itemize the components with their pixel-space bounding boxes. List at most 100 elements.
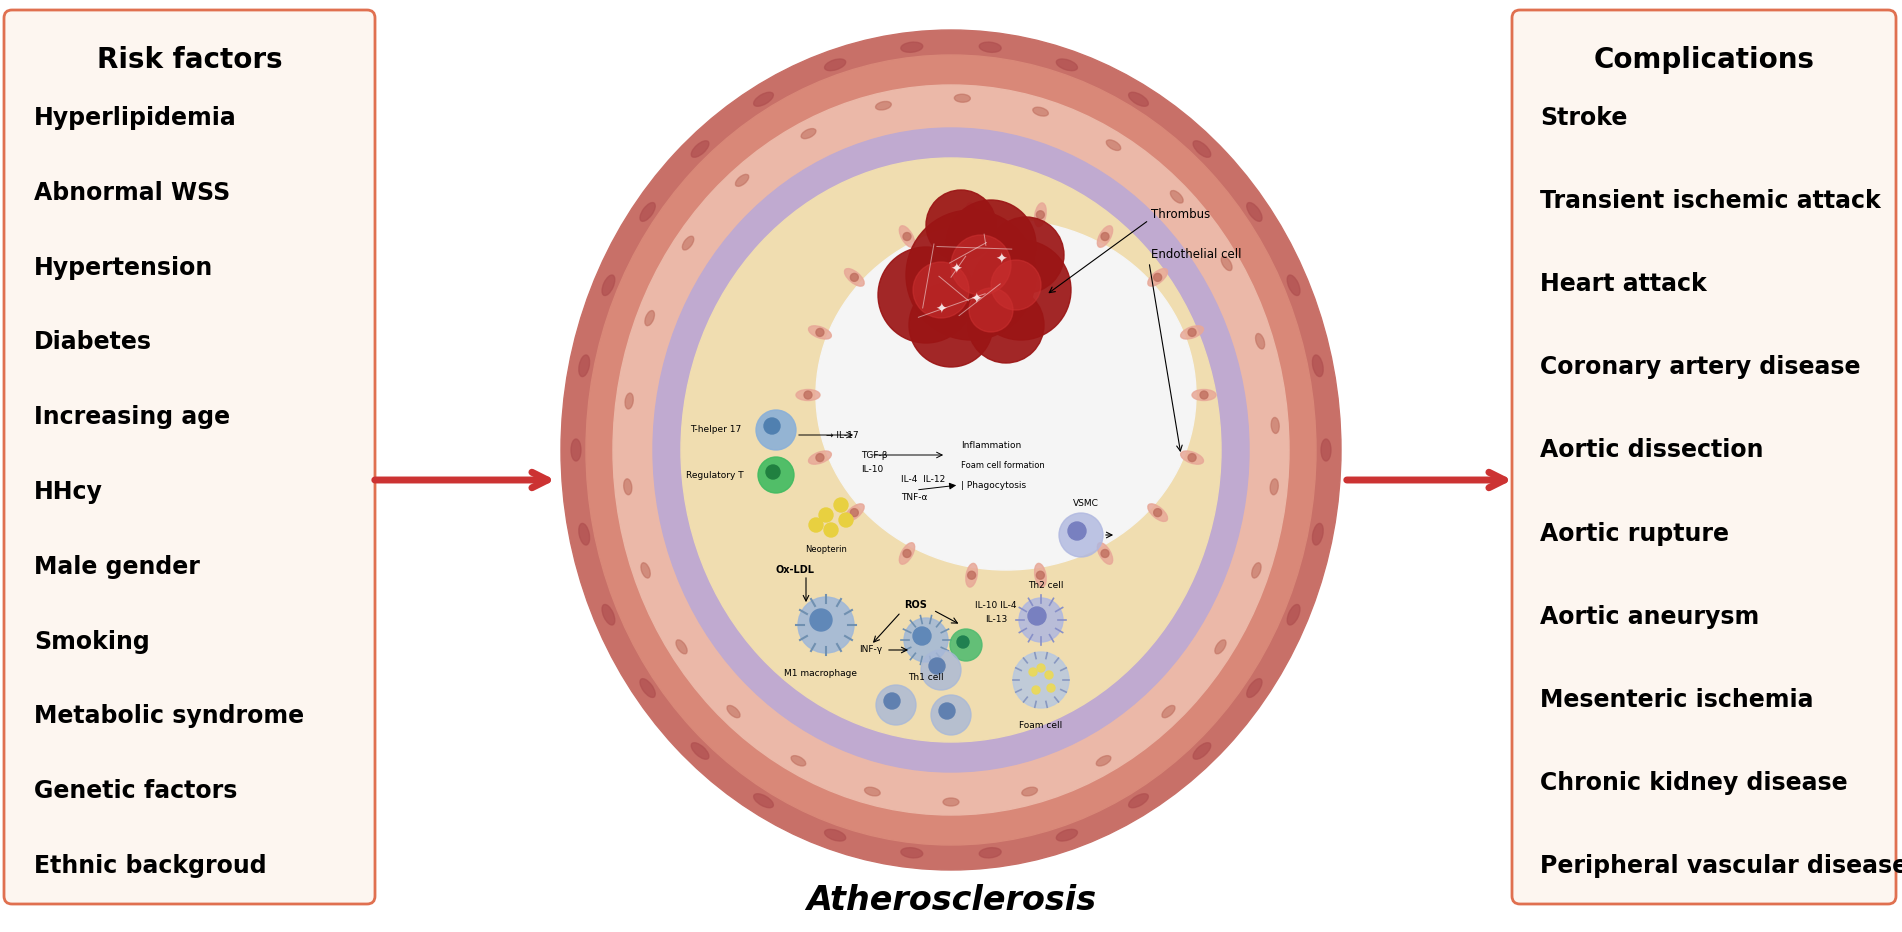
Ellipse shape <box>1312 355 1324 377</box>
Ellipse shape <box>675 640 687 654</box>
Ellipse shape <box>808 451 831 464</box>
Ellipse shape <box>980 848 1000 857</box>
Circle shape <box>759 457 793 493</box>
Text: Male gender: Male gender <box>34 555 200 579</box>
Ellipse shape <box>1128 92 1149 106</box>
Text: Peripheral vascular disease: Peripheral vascular disease <box>1541 854 1902 878</box>
Ellipse shape <box>1097 226 1113 247</box>
Ellipse shape <box>1147 268 1168 286</box>
Text: Aortic aneurysm: Aortic aneurysm <box>1541 605 1759 629</box>
Circle shape <box>1037 571 1044 579</box>
Ellipse shape <box>1181 326 1204 339</box>
Text: T-helper 17: T-helper 17 <box>690 426 742 434</box>
Ellipse shape <box>626 393 633 409</box>
Circle shape <box>945 200 1037 290</box>
Circle shape <box>884 693 900 709</box>
Text: Thrombus: Thrombus <box>1151 209 1210 222</box>
Text: Transient ischemic attack: Transient ischemic attack <box>1541 189 1881 213</box>
Text: Stroke: Stroke <box>1541 106 1628 130</box>
Circle shape <box>1155 273 1162 281</box>
Text: Foam cell: Foam cell <box>1019 720 1063 730</box>
Ellipse shape <box>791 756 806 766</box>
Circle shape <box>903 618 947 662</box>
Ellipse shape <box>1322 439 1331 461</box>
Text: IL-10: IL-10 <box>862 465 883 474</box>
Ellipse shape <box>578 355 590 377</box>
Circle shape <box>905 210 1037 340</box>
Ellipse shape <box>690 743 709 760</box>
Text: Chronic kidney disease: Chronic kidney disease <box>1541 771 1847 795</box>
Text: Coronary artery disease: Coronary artery disease <box>1541 355 1860 379</box>
Text: Th2 cell: Th2 cell <box>1029 581 1063 590</box>
Ellipse shape <box>1170 190 1183 203</box>
Text: ✦: ✦ <box>970 293 981 307</box>
Ellipse shape <box>690 141 709 158</box>
Ellipse shape <box>753 794 774 808</box>
Ellipse shape <box>1162 706 1175 718</box>
Circle shape <box>755 410 797 450</box>
Circle shape <box>968 287 1044 363</box>
Ellipse shape <box>1128 794 1149 808</box>
Circle shape <box>913 262 968 318</box>
Text: TGF-β: TGF-β <box>862 450 888 459</box>
Ellipse shape <box>1215 640 1227 654</box>
Circle shape <box>805 391 812 399</box>
Circle shape <box>850 273 858 281</box>
Ellipse shape <box>681 158 1221 742</box>
Ellipse shape <box>1246 202 1263 221</box>
Ellipse shape <box>1147 504 1168 521</box>
Ellipse shape <box>1221 256 1232 270</box>
Circle shape <box>926 190 997 260</box>
Ellipse shape <box>571 439 580 461</box>
Ellipse shape <box>1181 451 1204 464</box>
Text: Neopterin: Neopterin <box>805 545 846 555</box>
Ellipse shape <box>825 829 846 841</box>
Circle shape <box>1101 232 1109 240</box>
Circle shape <box>968 571 976 579</box>
Text: Inflammation: Inflammation <box>961 441 1021 449</box>
Ellipse shape <box>645 310 654 325</box>
Ellipse shape <box>736 174 749 186</box>
Ellipse shape <box>900 226 915 247</box>
Ellipse shape <box>1271 479 1278 495</box>
Text: Foam cell formation: Foam cell formation <box>961 460 1044 470</box>
Ellipse shape <box>844 504 864 521</box>
Circle shape <box>1059 513 1103 557</box>
Text: Metabolic syndrome: Metabolic syndrome <box>34 705 304 729</box>
Text: Increasing age: Increasing age <box>34 405 230 430</box>
Ellipse shape <box>825 59 846 71</box>
Ellipse shape <box>1193 390 1215 401</box>
Circle shape <box>951 235 1012 295</box>
Ellipse shape <box>624 479 631 495</box>
Circle shape <box>1029 668 1037 676</box>
Circle shape <box>1019 598 1063 642</box>
Text: Smoking: Smoking <box>34 630 150 653</box>
Circle shape <box>767 465 780 479</box>
Ellipse shape <box>1056 829 1077 841</box>
Circle shape <box>1069 522 1086 540</box>
Circle shape <box>816 454 824 461</box>
Ellipse shape <box>1288 605 1299 625</box>
Circle shape <box>928 658 945 674</box>
Text: → IL-17: → IL-17 <box>825 431 858 440</box>
Text: ✦: ✦ <box>951 263 962 277</box>
Circle shape <box>839 513 852 527</box>
FancyBboxPatch shape <box>4 10 375 904</box>
Ellipse shape <box>612 85 1290 815</box>
Circle shape <box>1189 454 1196 461</box>
Ellipse shape <box>652 128 1250 772</box>
Ellipse shape <box>1193 743 1212 760</box>
Circle shape <box>930 695 972 735</box>
Text: IL-10 IL-4: IL-10 IL-4 <box>976 600 1018 610</box>
Ellipse shape <box>875 102 892 110</box>
Ellipse shape <box>801 129 816 139</box>
Circle shape <box>968 288 1014 332</box>
Ellipse shape <box>1252 563 1261 578</box>
Ellipse shape <box>1056 59 1077 71</box>
FancyBboxPatch shape <box>1512 10 1896 904</box>
Ellipse shape <box>1035 203 1046 226</box>
Circle shape <box>877 685 917 725</box>
Text: Hypertension: Hypertension <box>34 255 213 280</box>
Text: VSMC: VSMC <box>1073 499 1099 508</box>
Circle shape <box>1200 391 1208 399</box>
